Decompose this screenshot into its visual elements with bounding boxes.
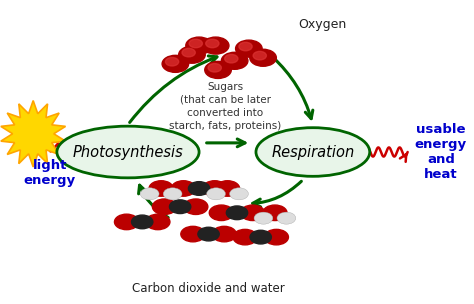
Circle shape xyxy=(227,206,247,219)
Ellipse shape xyxy=(57,126,199,178)
Circle shape xyxy=(253,51,266,60)
Circle shape xyxy=(229,188,248,200)
Circle shape xyxy=(221,52,248,69)
Circle shape xyxy=(152,199,176,215)
Text: Photosynthesis: Photosynthesis xyxy=(73,144,183,160)
Circle shape xyxy=(179,46,205,63)
Circle shape xyxy=(149,181,173,196)
Circle shape xyxy=(239,42,252,51)
Circle shape xyxy=(170,200,191,213)
Circle shape xyxy=(264,229,288,245)
Circle shape xyxy=(233,229,257,245)
Circle shape xyxy=(250,230,272,244)
Circle shape xyxy=(250,49,276,66)
Circle shape xyxy=(206,39,219,48)
Circle shape xyxy=(146,214,170,230)
Text: usable
energy
and
heat: usable energy and heat xyxy=(415,123,467,181)
Text: Carbon dioxide and water: Carbon dioxide and water xyxy=(132,282,285,295)
Circle shape xyxy=(162,55,189,72)
Circle shape xyxy=(209,205,233,221)
Circle shape xyxy=(236,40,262,57)
Circle shape xyxy=(205,61,231,78)
Circle shape xyxy=(207,188,226,200)
Circle shape xyxy=(202,37,229,54)
Circle shape xyxy=(163,188,182,200)
Circle shape xyxy=(277,212,296,224)
Circle shape xyxy=(131,215,153,229)
Circle shape xyxy=(184,199,208,215)
Text: Respiration: Respiration xyxy=(271,144,355,160)
Circle shape xyxy=(189,39,202,48)
Text: light
energy: light energy xyxy=(24,159,76,187)
Circle shape xyxy=(198,227,219,241)
Text: Oxygen: Oxygen xyxy=(298,18,346,31)
Circle shape xyxy=(188,182,210,195)
Circle shape xyxy=(172,181,195,196)
Text: Sugars
(that can be later
converted into
starch, fats, proteins): Sugars (that can be later converted into… xyxy=(169,81,281,131)
Circle shape xyxy=(241,205,264,221)
Circle shape xyxy=(181,226,205,242)
Circle shape xyxy=(165,57,179,66)
Circle shape xyxy=(254,212,273,224)
Circle shape xyxy=(182,48,195,57)
Circle shape xyxy=(115,214,138,230)
Circle shape xyxy=(212,226,236,242)
Circle shape xyxy=(202,181,227,196)
Circle shape xyxy=(225,54,238,63)
Circle shape xyxy=(140,188,159,200)
Circle shape xyxy=(208,64,221,72)
Circle shape xyxy=(186,37,212,54)
Polygon shape xyxy=(1,101,65,167)
Ellipse shape xyxy=(256,128,370,176)
Circle shape xyxy=(215,181,239,196)
Circle shape xyxy=(263,205,287,221)
